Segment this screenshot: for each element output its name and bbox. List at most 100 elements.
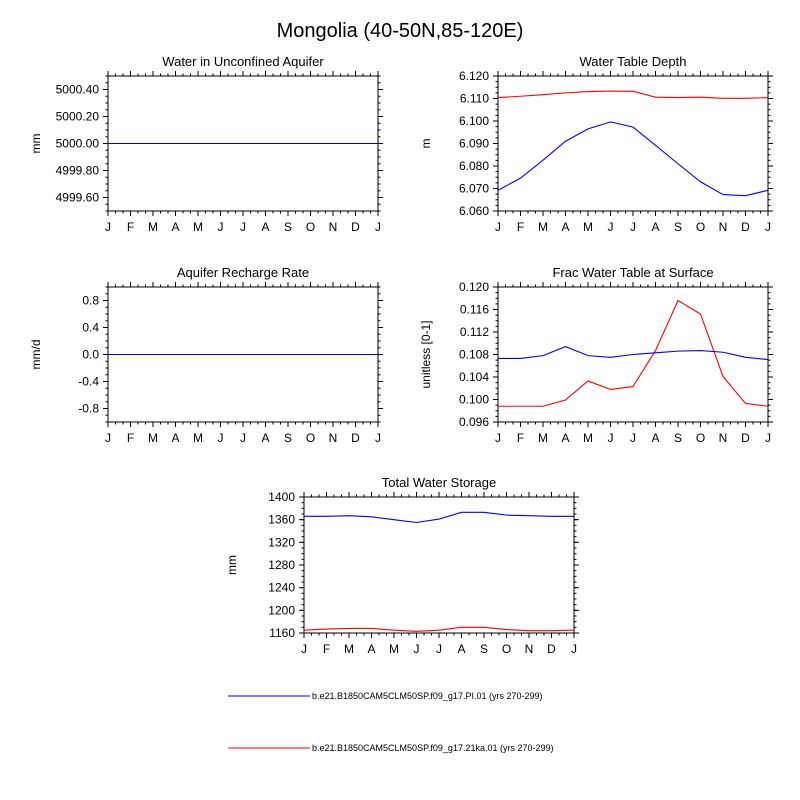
panel-title: Water in Unconfined Aquifer — [162, 54, 324, 69]
y-tick-label: 0.104 — [459, 370, 489, 384]
x-tick-label: J — [375, 431, 381, 445]
y-tick-label: 1400 — [268, 490, 295, 504]
x-tick-label: M — [583, 431, 593, 445]
x-tick-label: M — [148, 431, 158, 445]
x-tick-label: M — [583, 220, 593, 234]
y-tick-label: 0.108 — [459, 348, 489, 362]
x-tick-label: A — [561, 431, 569, 445]
x-tick-label: A — [561, 220, 569, 234]
y-tick-label: 0.4 — [82, 321, 99, 335]
legend: b.e21.B1850CAM5CLM50SP.f09_g17.PI.01 (yr… — [228, 691, 554, 753]
x-tick-label: N — [719, 431, 728, 445]
x-tick-label: J — [240, 431, 246, 445]
y-tick-label: 1360 — [268, 513, 295, 527]
x-tick-label: D — [351, 220, 360, 234]
y-tick-label: 6.110 — [460, 92, 489, 106]
y-tick-label: -0.4 — [78, 375, 99, 389]
series-line-21ka-water-table-depth — [497, 90, 769, 99]
y-tick-label: 5000.20 — [56, 110, 100, 124]
x-tick-label: M — [389, 642, 399, 656]
x-tick-label: J — [630, 220, 636, 234]
series-line-21ka-total-water-storage — [303, 626, 575, 632]
y-tick-label: 6.060 — [459, 204, 489, 218]
x-tick-label: J — [414, 642, 420, 656]
y-tick-label: 6.090 — [459, 137, 489, 151]
x-tick-label: D — [741, 431, 750, 445]
y-tick-label: 1280 — [268, 558, 295, 572]
x-tick-label: F — [517, 220, 524, 234]
x-tick-label: J — [436, 642, 442, 656]
x-tick-label: M — [193, 220, 203, 234]
y-axis-label: mm/d — [29, 340, 43, 370]
x-tick-label: S — [480, 642, 488, 656]
x-tick-label: F — [127, 431, 134, 445]
x-tick-label: S — [674, 431, 682, 445]
series-line-pi-total-water-storage — [304, 511, 574, 524]
x-tick-label: J — [495, 431, 501, 445]
panel-title: Water Table Depth — [580, 54, 687, 69]
x-tick-label: S — [674, 220, 682, 234]
x-tick-label: O — [306, 220, 315, 234]
x-tick-label: D — [547, 642, 556, 656]
x-tick-label: J — [240, 220, 246, 234]
x-tick-label: M — [148, 220, 158, 234]
y-tick-label: 0.0 — [82, 348, 99, 362]
y-tick-label: 4999.60 — [56, 191, 100, 205]
y-tick-label: 1240 — [268, 581, 295, 595]
x-tick-label: O — [306, 431, 315, 445]
y-tick-label: 6.070 — [459, 182, 489, 196]
x-tick-label: O — [696, 220, 705, 234]
y-tick-label: 1200 — [268, 603, 295, 617]
x-tick-label: S — [284, 431, 292, 445]
figure-title: Mongolia (40-50N,85-120E) — [277, 20, 524, 42]
x-tick-label: J — [495, 220, 501, 234]
x-tick-label: J — [105, 220, 111, 234]
x-tick-label: M — [538, 431, 548, 445]
y-tick-label: 5000.40 — [56, 83, 100, 97]
y-tick-label: 6.120 — [459, 69, 489, 83]
x-tick-label: J — [375, 220, 381, 234]
legend-label-pi: b.e21.B1850CAM5CLM50SP.f09_g17.PI.01 (yr… — [312, 691, 542, 701]
x-tick-label: O — [696, 431, 705, 445]
x-tick-label: F — [517, 431, 524, 445]
x-tick-label: D — [741, 220, 750, 234]
x-tick-label: A — [261, 431, 269, 445]
y-tick-label: 0.096 — [459, 415, 489, 429]
x-tick-label: N — [525, 642, 534, 656]
y-tick-label: 0.120 — [459, 280, 489, 294]
legend-label-21ka: b.e21.B1850CAM5CLM50SP.f09_g17.21ka.01 (… — [312, 743, 554, 753]
series-line-pi-frac-water-table-surface — [498, 346, 769, 361]
x-tick-label: M — [193, 431, 203, 445]
x-tick-label: F — [323, 642, 330, 656]
y-tick-label: 0.100 — [459, 393, 489, 407]
x-tick-label: J — [571, 642, 577, 656]
x-tick-label: A — [651, 220, 659, 234]
x-tick-label: S — [284, 220, 292, 234]
y-tick-label: 0.116 — [460, 303, 489, 317]
panel-title: Aquifer Recharge Rate — [177, 265, 309, 280]
x-tick-label: J — [218, 431, 224, 445]
x-tick-label: N — [719, 220, 728, 234]
y-tick-label: 4999.80 — [56, 164, 100, 178]
x-tick-label: F — [127, 220, 134, 234]
y-axis-label: mm — [225, 555, 239, 575]
x-tick-label: J — [608, 220, 614, 234]
x-tick-label: J — [630, 431, 636, 445]
x-tick-label: M — [344, 642, 354, 656]
x-tick-label: A — [171, 220, 179, 234]
panel-title: Total Water Storage — [382, 475, 496, 490]
x-tick-label: N — [329, 431, 338, 445]
y-axis-label: m — [419, 139, 433, 149]
x-tick-label: A — [171, 431, 179, 445]
x-tick-label: A — [457, 642, 465, 656]
panel-title: Frac Water Table at Surface — [552, 265, 713, 280]
x-tick-label: J — [765, 431, 771, 445]
y-axis-label: mm — [29, 134, 43, 154]
y-tick-label: -0.8 — [78, 402, 99, 416]
y-tick-label: 1160 — [269, 626, 295, 640]
